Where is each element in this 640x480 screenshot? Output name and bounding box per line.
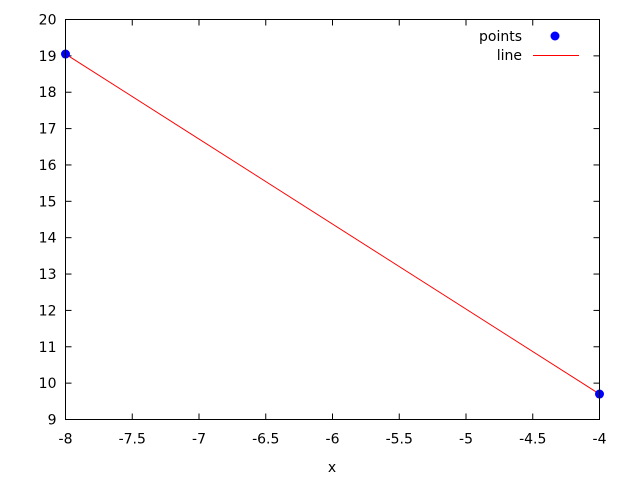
x-tick-label: -4.5 [519, 432, 546, 448]
legend-marker-points [550, 31, 560, 41]
x-tick-label: -6 [326, 432, 340, 448]
y-tick-label: 9 [48, 413, 57, 429]
y-tick-label: 13 [39, 267, 57, 283]
x-tick-label: -7.5 [119, 432, 146, 448]
x-tick-label: -7 [192, 432, 206, 448]
y-tick-label: 10 [39, 376, 57, 392]
series [61, 49, 604, 399]
y-tick-label: 15 [39, 194, 57, 210]
y-tick-label: 19 [39, 49, 57, 65]
y-tick-label: 20 [39, 13, 57, 29]
y-tick-label: 11 [39, 340, 57, 356]
legend: points line [479, 29, 579, 64]
x-tick-label: -8 [59, 432, 73, 448]
x-axis-label: x [328, 460, 336, 476]
y-tick-label: 17 [39, 122, 57, 138]
x-tick-label: -6.5 [252, 432, 279, 448]
x-tick-label: -5.5 [386, 432, 413, 448]
line-series [65, 53, 600, 395]
plot-border [65, 19, 600, 420]
x-tick-label: -5 [459, 432, 473, 448]
y-tick-label: 18 [39, 85, 57, 101]
x-tick-label: -4 [593, 432, 607, 448]
y-tick-label: 12 [39, 303, 57, 319]
y-tick-label: 16 [39, 158, 57, 174]
ticks: -8 -7.5 -7 -6.5 -6 -5.5 -5 -4.5 -4 9 10 11 12 13 14 15 1… [39, 13, 607, 448]
legend-label-points: points [479, 29, 522, 45]
y-tick-label: 14 [39, 231, 57, 247]
legend-label-line: line [497, 48, 522, 64]
